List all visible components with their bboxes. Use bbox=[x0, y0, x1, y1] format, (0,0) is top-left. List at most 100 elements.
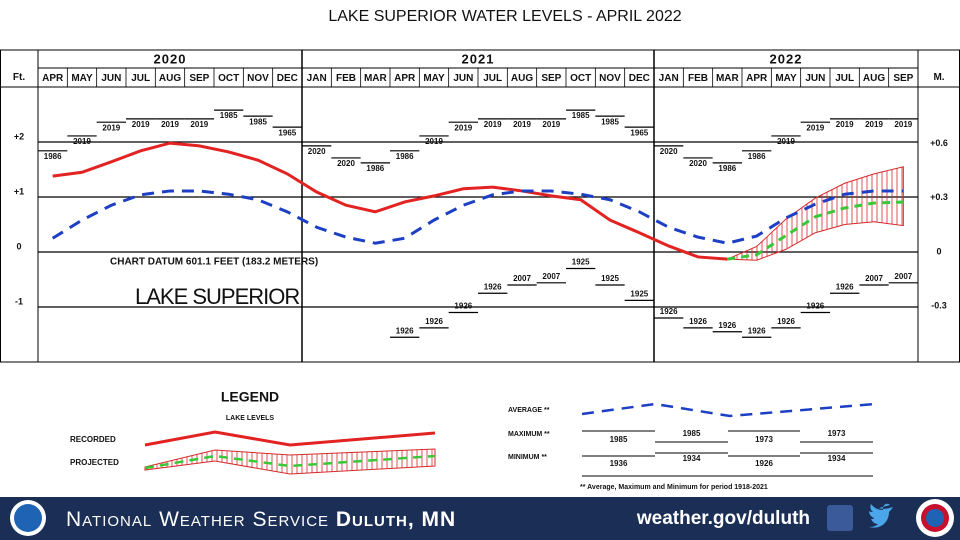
x-tick-label: JUL bbox=[835, 73, 854, 84]
record-year: 1926 bbox=[425, 317, 443, 326]
x-tick-label: AUG bbox=[511, 73, 533, 84]
x-tick-label: OCT bbox=[218, 73, 239, 84]
x-tick-label: JUN bbox=[453, 73, 473, 84]
projection-band bbox=[727, 166, 904, 261]
record-year: 2019 bbox=[806, 123, 824, 132]
record-year: 1986 bbox=[396, 152, 414, 161]
record-year: 2007 bbox=[865, 274, 883, 283]
legend-year: 1985 bbox=[683, 429, 701, 438]
x-tick-label: NOV bbox=[599, 73, 621, 84]
x-tick-label: OCT bbox=[570, 73, 591, 84]
record-year: 2019 bbox=[542, 120, 560, 129]
legend-year: 1926 bbox=[755, 459, 773, 468]
record-year: 2019 bbox=[190, 120, 208, 129]
record-year: 2019 bbox=[865, 120, 883, 129]
record-year: 2007 bbox=[542, 272, 560, 281]
record-year: 1926 bbox=[689, 317, 707, 326]
record-year: 1965 bbox=[278, 128, 296, 137]
record-year: 1925 bbox=[601, 274, 619, 283]
legend-swatch bbox=[144, 430, 436, 447]
x-tick-label: JUL bbox=[131, 73, 150, 84]
legend-swatch bbox=[581, 402, 876, 418]
agency: National Weather Service bbox=[66, 508, 329, 531]
record-year: 2020 bbox=[660, 147, 678, 156]
x-tick-label: SEP bbox=[189, 73, 209, 84]
y2-axis-label: M. bbox=[933, 72, 944, 83]
x-tick-label: JAN bbox=[307, 73, 327, 84]
record-year: 2019 bbox=[102, 123, 120, 132]
y2-tick-label: 0 bbox=[936, 246, 941, 256]
legend: LEGEND LAKE LEVELS RECORDED PROJECTED AV… bbox=[70, 389, 876, 491]
legend-table: 1985 1936 1985 1934 1973 1926 1973 1934 bbox=[582, 429, 873, 477]
x-tick-label: MAY bbox=[423, 73, 445, 84]
legend-swatch bbox=[144, 454, 436, 470]
y-axis-label: Ft. bbox=[13, 72, 25, 83]
record-year: 1985 bbox=[572, 111, 590, 120]
x-tick-label: JUL bbox=[483, 73, 502, 84]
record-year: 2019 bbox=[777, 137, 795, 146]
nws-logo bbox=[926, 509, 944, 527]
record-year: 2020 bbox=[337, 159, 355, 168]
record-year: 1926 bbox=[748, 326, 766, 335]
x-tick-label: AUG bbox=[159, 73, 181, 84]
series-line bbox=[52, 141, 728, 261]
record-year: 2020 bbox=[689, 159, 707, 168]
footer-bar bbox=[0, 497, 960, 540]
record-year: 2019 bbox=[132, 120, 150, 129]
footer-agency: National Weather Service Duluth, MN bbox=[66, 508, 456, 531]
record-year: 2019 bbox=[513, 120, 531, 129]
year-label: 2020 bbox=[154, 51, 187, 66]
record-year: 2019 bbox=[894, 120, 912, 129]
x-tick-label: APR bbox=[394, 73, 416, 84]
record-year: 2019 bbox=[454, 123, 472, 132]
twitter-icon[interactable] bbox=[869, 503, 893, 528]
annotation: LAKE SUPERIOR bbox=[135, 284, 299, 309]
x-tick-label: FEB bbox=[336, 73, 356, 84]
legend-title: LEGEND bbox=[221, 389, 279, 405]
record-year: 1986 bbox=[748, 152, 766, 161]
legend-label: PROJECTED bbox=[70, 458, 119, 467]
series-line bbox=[51, 189, 904, 245]
x-tick-label: SEP bbox=[541, 73, 561, 84]
record-year: 2007 bbox=[513, 274, 531, 283]
legend-label: AVERAGE ** bbox=[508, 407, 550, 414]
record-year: 1926 bbox=[660, 307, 678, 316]
record-year: 2019 bbox=[425, 137, 443, 146]
x-tick-label: JAN bbox=[659, 73, 679, 84]
legend-swatch bbox=[144, 448, 436, 475]
legend-year: 1985 bbox=[610, 435, 628, 444]
record-year: 2007 bbox=[894, 272, 912, 281]
record-year: 2019 bbox=[73, 137, 91, 146]
legend-year: 1934 bbox=[828, 454, 846, 463]
y-tick-label: 0 bbox=[16, 241, 21, 251]
y-tick-label: +2 bbox=[14, 131, 24, 141]
x-tick-label: APR bbox=[746, 73, 768, 84]
record-year: 1986 bbox=[366, 164, 384, 173]
y2-tick-label: +0.3 bbox=[930, 192, 948, 202]
legend-year: 1973 bbox=[755, 435, 773, 444]
record-year: 2019 bbox=[484, 120, 502, 129]
year-label: 2022 bbox=[770, 51, 803, 66]
x-tick-label: AUG bbox=[863, 73, 885, 84]
facebook-icon[interactable] bbox=[827, 505, 853, 531]
legend-year: 1973 bbox=[828, 429, 846, 438]
x-tick-label: JUN bbox=[805, 73, 825, 84]
x-tick-label: FEB bbox=[688, 73, 708, 84]
y2-tick-label: +0.6 bbox=[930, 138, 948, 148]
annotation: CHART DATUM 601.1 FEET (183.2 METERS) bbox=[110, 257, 318, 268]
office: Duluth, MN bbox=[336, 508, 456, 531]
legend-label: RECORDED bbox=[70, 435, 116, 444]
series-line bbox=[727, 200, 904, 261]
year-label: 2021 bbox=[462, 51, 495, 66]
x-tick-label: APR bbox=[42, 73, 64, 84]
record-year: 1986 bbox=[44, 152, 62, 161]
record-year: 1926 bbox=[484, 282, 502, 291]
record-year: 1926 bbox=[836, 282, 854, 291]
legend-subtitle: LAKE LEVELS bbox=[226, 415, 275, 422]
legend-label: MAXIMUM ** bbox=[508, 431, 550, 438]
record-year: 2019 bbox=[836, 120, 854, 129]
noaa-logo bbox=[14, 504, 42, 532]
record-year: 1925 bbox=[572, 258, 590, 267]
record-year: 1965 bbox=[630, 128, 648, 137]
